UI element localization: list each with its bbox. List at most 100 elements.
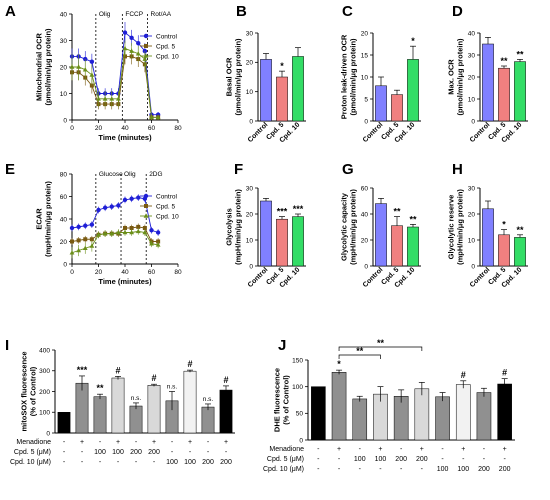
panel-e-injection-label: Glucose <box>99 171 123 178</box>
panel-i-bar <box>129 405 143 434</box>
panel-d-significance: ** <box>516 49 524 59</box>
panel-a-x-axis-title: Time (minutes) <box>98 133 152 142</box>
panel-d-y-axis-title-line: (pmol/min/μg protein) <box>456 38 465 116</box>
panel-a-point <box>122 30 128 35</box>
panel-i-table-cell: + <box>224 439 228 446</box>
panel-i-bar <box>93 396 107 434</box>
panel-i-table-cell: - <box>81 459 84 466</box>
panel-c-y-tick-label: 10 <box>361 74 369 81</box>
panel-a-point <box>102 96 108 101</box>
panel-a-y-tick-label: 10 <box>60 91 68 98</box>
panel-i-bar <box>201 406 215 434</box>
panel-d-significance: ** <box>500 56 508 66</box>
panel-c-y-axis-title-line: Proton leak-driven OCR <box>340 34 349 119</box>
panel-e-point <box>155 230 161 235</box>
panel-j-bar <box>414 388 430 441</box>
panel-i-y-axis-title-line: mitoSOX fluorescence <box>20 351 29 431</box>
panel-i-y-axis-title: mitoSOX fluorescence(% of Control) <box>20 351 38 431</box>
panel-b-bar <box>276 76 288 122</box>
panel-i-significance: n.s. <box>203 396 214 403</box>
panel-i-table-cell: 100 <box>184 459 196 466</box>
panel-j-table-cell: - <box>421 466 424 473</box>
panel-c-label: C <box>342 3 353 20</box>
panel-f-significance: *** <box>293 204 304 214</box>
panel-i-bar <box>219 389 233 434</box>
panel-a-x-tick-label: 80 <box>174 125 182 132</box>
panel-h-y-axis-title-line: Glycolytic reserve <box>447 195 456 260</box>
panel-e-x-tick-label: 20 <box>95 269 103 276</box>
panel-j-table-cell: - <box>462 456 465 463</box>
panel-b-bar <box>292 56 304 122</box>
panel-e-label: E <box>5 161 15 178</box>
panel-c-bar <box>375 85 387 122</box>
panel-e-point <box>135 228 141 234</box>
panel-e-point <box>129 229 135 235</box>
panel-j-table-row-label: Cpd. 10 (μM) <box>263 466 304 473</box>
panel-j-table-cell: - <box>359 466 362 473</box>
panel-f-y-tick-label: 20 <box>246 211 254 218</box>
panel-e-legend-point <box>143 213 149 218</box>
panel-a-point <box>115 96 121 101</box>
panel-f-y-tick-label: 0 <box>249 263 253 270</box>
panel-e-point <box>89 237 94 242</box>
panel-e-x-tick-label: 80 <box>174 269 182 276</box>
panel-e-y-tick-label: 0 <box>63 261 67 268</box>
panel-j-table-cell: - <box>503 456 506 463</box>
panel-a-label: A <box>5 3 16 20</box>
panel-d-label: D <box>452 3 463 20</box>
panel-c-bar <box>391 94 403 122</box>
panel-j-significance: * <box>337 359 341 369</box>
panel-g-bar <box>407 226 419 267</box>
panel-j-table-cell: - <box>317 446 320 453</box>
panel-d-y-axis-title: Max. OCR(pmol/min/μg protein) <box>447 38 465 116</box>
panel-g-y-axis-title-line: Glycolytic capacity <box>340 192 349 261</box>
panel-i-bar <box>57 412 71 434</box>
panel-e-point <box>129 196 134 201</box>
panel-e-point <box>102 205 108 210</box>
panel-i-bar <box>183 370 197 434</box>
panel-i-significance: *** <box>77 365 88 375</box>
panel-d-bar <box>498 67 510 122</box>
panel-i-table-cell: + <box>80 439 84 446</box>
panel-j-bracket <box>338 354 381 359</box>
panel-e-y-axis-title-line: (mpH/min/μg protein) <box>44 181 53 257</box>
panel-g-label: G <box>342 161 354 178</box>
panel-h-y-axis-title-line: (mpH/min/μg protein) <box>456 189 465 265</box>
panel-a-injection-label: Olig <box>99 11 111 18</box>
panel-a: A 0 10 20 30 40 0 20 40 60 80 Time (minutes) Mitocho… <box>5 3 182 142</box>
panel-j-table-cell: - <box>359 446 362 453</box>
panel-a-y-axis-title-line: Mitochondrial OCR <box>35 32 44 100</box>
panel-a-point <box>76 64 82 69</box>
panel-a-legend-point <box>143 33 149 39</box>
panel-i-significance: # <box>187 359 192 369</box>
panel-e-point <box>102 231 108 236</box>
panel-i-table-cell: + <box>116 439 120 446</box>
panel-b-y-tick-label: 20 <box>246 60 254 67</box>
panel-h-label: H <box>452 161 463 178</box>
panel-j-significance: # <box>502 368 507 378</box>
panel-e-point <box>129 226 134 230</box>
panel-j-table-cell: - <box>441 456 444 463</box>
panel-e-x-axis-title: Time (minutes) <box>98 277 152 286</box>
panel-d-y-tick-label: 30 <box>468 52 476 59</box>
panel-j-table-cell: + <box>420 446 424 453</box>
panel-e-y-tick-label: 80 <box>60 171 68 178</box>
panel-a-point <box>129 48 135 53</box>
panel-h-y-tick-label: 30 <box>468 185 476 192</box>
panel-a-point <box>109 96 115 101</box>
panel-i-table-cell: + <box>188 439 192 446</box>
panel-c-significance: * <box>411 36 415 46</box>
panel-i-bar <box>147 385 161 434</box>
panel-j-y-tick-label: 50 <box>296 411 304 418</box>
panel-a-x-tick-label: 20 <box>95 125 103 132</box>
panel-i-y-tick-label: 100 <box>39 410 50 417</box>
panel-e-point <box>122 229 128 235</box>
panel-i-table-cell: + <box>152 439 156 446</box>
panel-h-bar <box>482 208 494 267</box>
panel-i-table-row-label: Cpd. 5 (μM) <box>14 449 51 456</box>
panel-j-y-axis-title: DHE fluorescence(% of Control) <box>273 368 291 432</box>
